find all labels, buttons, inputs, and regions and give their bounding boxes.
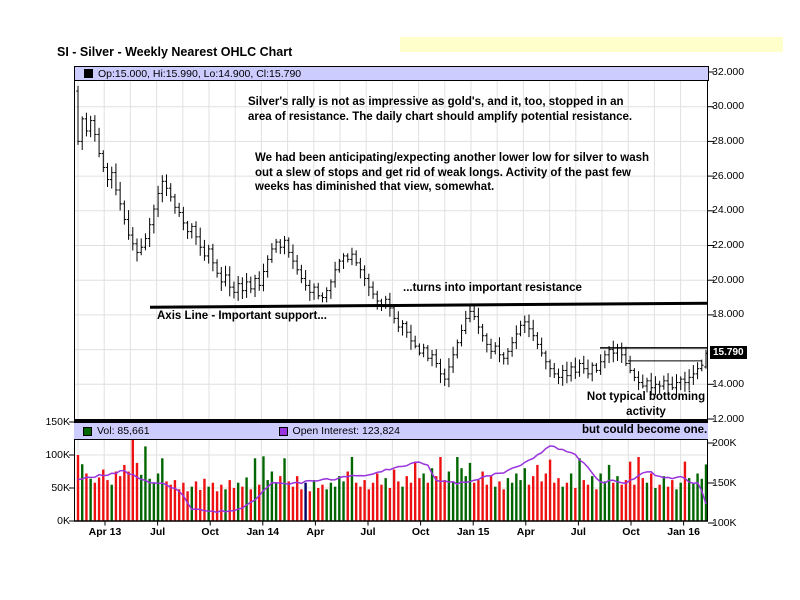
ohlc-marker-icon bbox=[84, 69, 93, 78]
pane-separator bbox=[74, 419, 708, 423]
volume-legend-bar: Vol: 85,661 Open Interest: 123,824 bbox=[74, 423, 708, 440]
volume-label: Vol: 85,661 bbox=[97, 425, 150, 437]
yellow-highlight-box bbox=[400, 37, 783, 52]
last-price-tag: 15.790 bbox=[710, 346, 747, 359]
ohlc-info-bar: Op:15.000, Hi:15.990, Lo:14.900, Cl:15.7… bbox=[74, 66, 709, 81]
volume-legend-item: Vol: 85,661 bbox=[74, 425, 150, 437]
open-interest-marker-icon bbox=[278, 426, 288, 436]
ohlc-info-text: Op:15.000, Hi:15.990, Lo:14.900, Cl:15.7… bbox=[98, 67, 302, 80]
volume-marker-icon bbox=[83, 426, 92, 436]
open-interest-legend-item: Open Interest: 123,824 bbox=[270, 425, 400, 437]
page-title: SI - Silver - Weekly Nearest OHLC Chart bbox=[57, 45, 293, 59]
open-interest-label: Open Interest: 123,824 bbox=[292, 425, 400, 437]
